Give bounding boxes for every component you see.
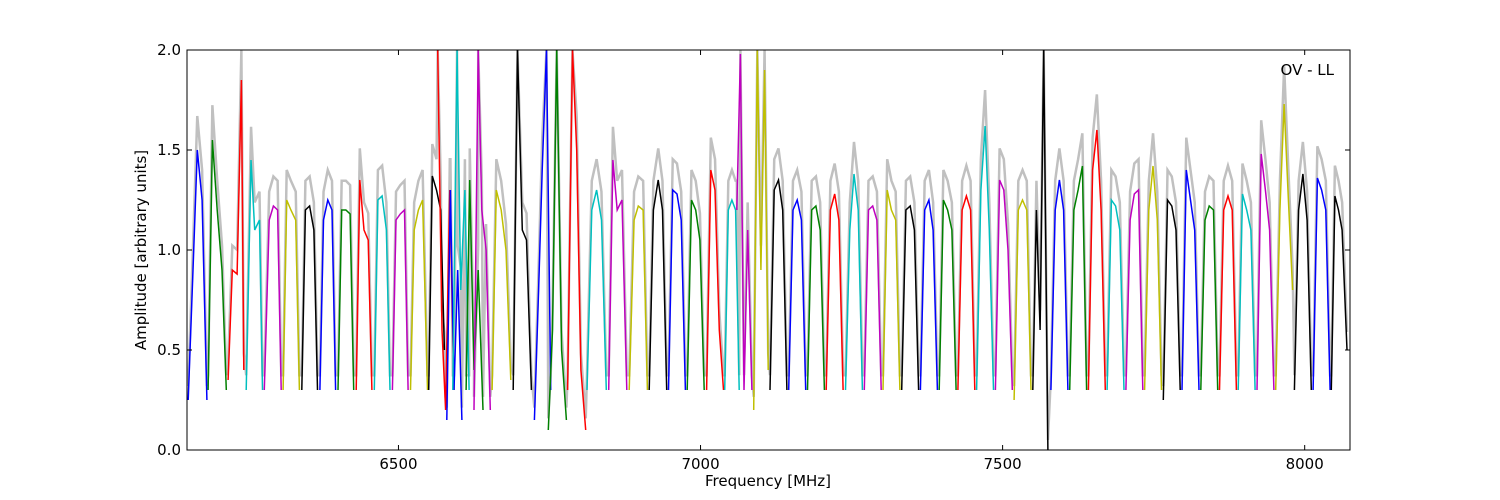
- y-tick-label: 0.5: [157, 341, 181, 359]
- series-line-7: [319, 197, 337, 391]
- y-axis-ticks: 0.0 0.5 1.0 1.5 2.0: [157, 41, 1350, 459]
- series-line-34: [769, 177, 788, 391]
- series-line-33: [752, 49, 769, 411]
- plot-area: [186, 49, 1351, 451]
- series-line-52: [1106, 197, 1125, 391]
- series-line-16: [452, 49, 470, 391]
- series-line-30: [705, 169, 725, 391]
- series-line-12: [409, 199, 429, 391]
- series-line-19: [491, 189, 512, 391]
- series-line-61: [1274, 103, 1294, 391]
- series-line-46: [994, 179, 1014, 391]
- series-line-13: [427, 175, 446, 391]
- x-tick-label: 6500: [379, 455, 417, 473]
- series-line-22: [547, 49, 568, 431]
- series-line-8: [337, 209, 355, 391]
- y-tick-label: 1.0: [157, 241, 181, 259]
- series-line-9: [355, 179, 373, 391]
- series-line-38: [844, 173, 864, 391]
- series-line-29: [686, 199, 705, 391]
- series-line-36: [806, 204, 826, 391]
- series-line-51: [1087, 129, 1107, 391]
- series-line-23: [566, 49, 587, 431]
- x-axis-label: Frequency [MHz]: [705, 472, 831, 490]
- series-line-64: [1330, 195, 1348, 391]
- y-tick-label: 2.0: [157, 41, 181, 59]
- series-line-55: [1162, 197, 1181, 401]
- series-line-35: [787, 197, 807, 391]
- series-line-28: [667, 188, 687, 391]
- series-line-45: [975, 125, 995, 391]
- series-annotation: OV - LL: [1281, 61, 1335, 79]
- series-line-58: [1218, 193, 1238, 391]
- series-line-43: [938, 199, 957, 391]
- series-line-48: [1032, 49, 1049, 451]
- series-line-25: [607, 159, 628, 391]
- x-tick-label: 7500: [984, 455, 1022, 473]
- y-tick-label: 0.0: [157, 441, 181, 459]
- series-line-6: [301, 204, 319, 391]
- x-tick-label: 7000: [681, 455, 719, 473]
- series-line-24: [586, 189, 608, 391]
- series-line-42: [919, 197, 939, 391]
- series-line-21: [533, 49, 552, 421]
- series-line-49: [1050, 179, 1069, 391]
- series-line-32: [736, 53, 753, 391]
- series-line-47: [1013, 198, 1032, 401]
- axes-frame: [186, 49, 1351, 451]
- series-line-20: [512, 49, 533, 391]
- series-line-15: [446, 189, 463, 421]
- series-line-26: [628, 204, 649, 391]
- series-line-2: [227, 79, 245, 381]
- series-line-57: [1200, 204, 1219, 391]
- series-line-31: [723, 197, 740, 391]
- x-tick-label: 8000: [1286, 455, 1324, 473]
- series-line-0: [187, 149, 208, 401]
- series-line-39: [863, 204, 882, 391]
- series-line-10: [373, 194, 391, 391]
- x-axis-ticks: 6500 7000 7500 8000: [379, 50, 1324, 473]
- series-line-5: [282, 199, 301, 391]
- series-line-41: [900, 204, 920, 391]
- series-line-1: [207, 139, 228, 391]
- series-line-59: [1237, 193, 1256, 391]
- y-axis-label: Amplitude [arbitrary units]: [132, 150, 150, 350]
- series-line-53: [1125, 188, 1144, 391]
- series-line-11: [391, 208, 409, 391]
- series-line-37: [825, 193, 844, 391]
- series-line-18: [473, 49, 492, 411]
- series-line-54: [1143, 165, 1163, 391]
- background-trace: [186, 49, 1349, 441]
- series-line-60: [1256, 153, 1275, 391]
- series-line-50: [1068, 165, 1088, 391]
- series-line-27: [648, 179, 668, 391]
- series-line-62: [1293, 173, 1313, 391]
- series-line-44: [957, 193, 976, 391]
- y-tick-label: 1.5: [157, 141, 181, 159]
- series-line-56: [1181, 169, 1200, 391]
- series-line-4: [263, 204, 282, 391]
- series-line-3: [245, 159, 264, 391]
- series-line-40: [882, 189, 901, 391]
- series-line-63: [1312, 177, 1331, 391]
